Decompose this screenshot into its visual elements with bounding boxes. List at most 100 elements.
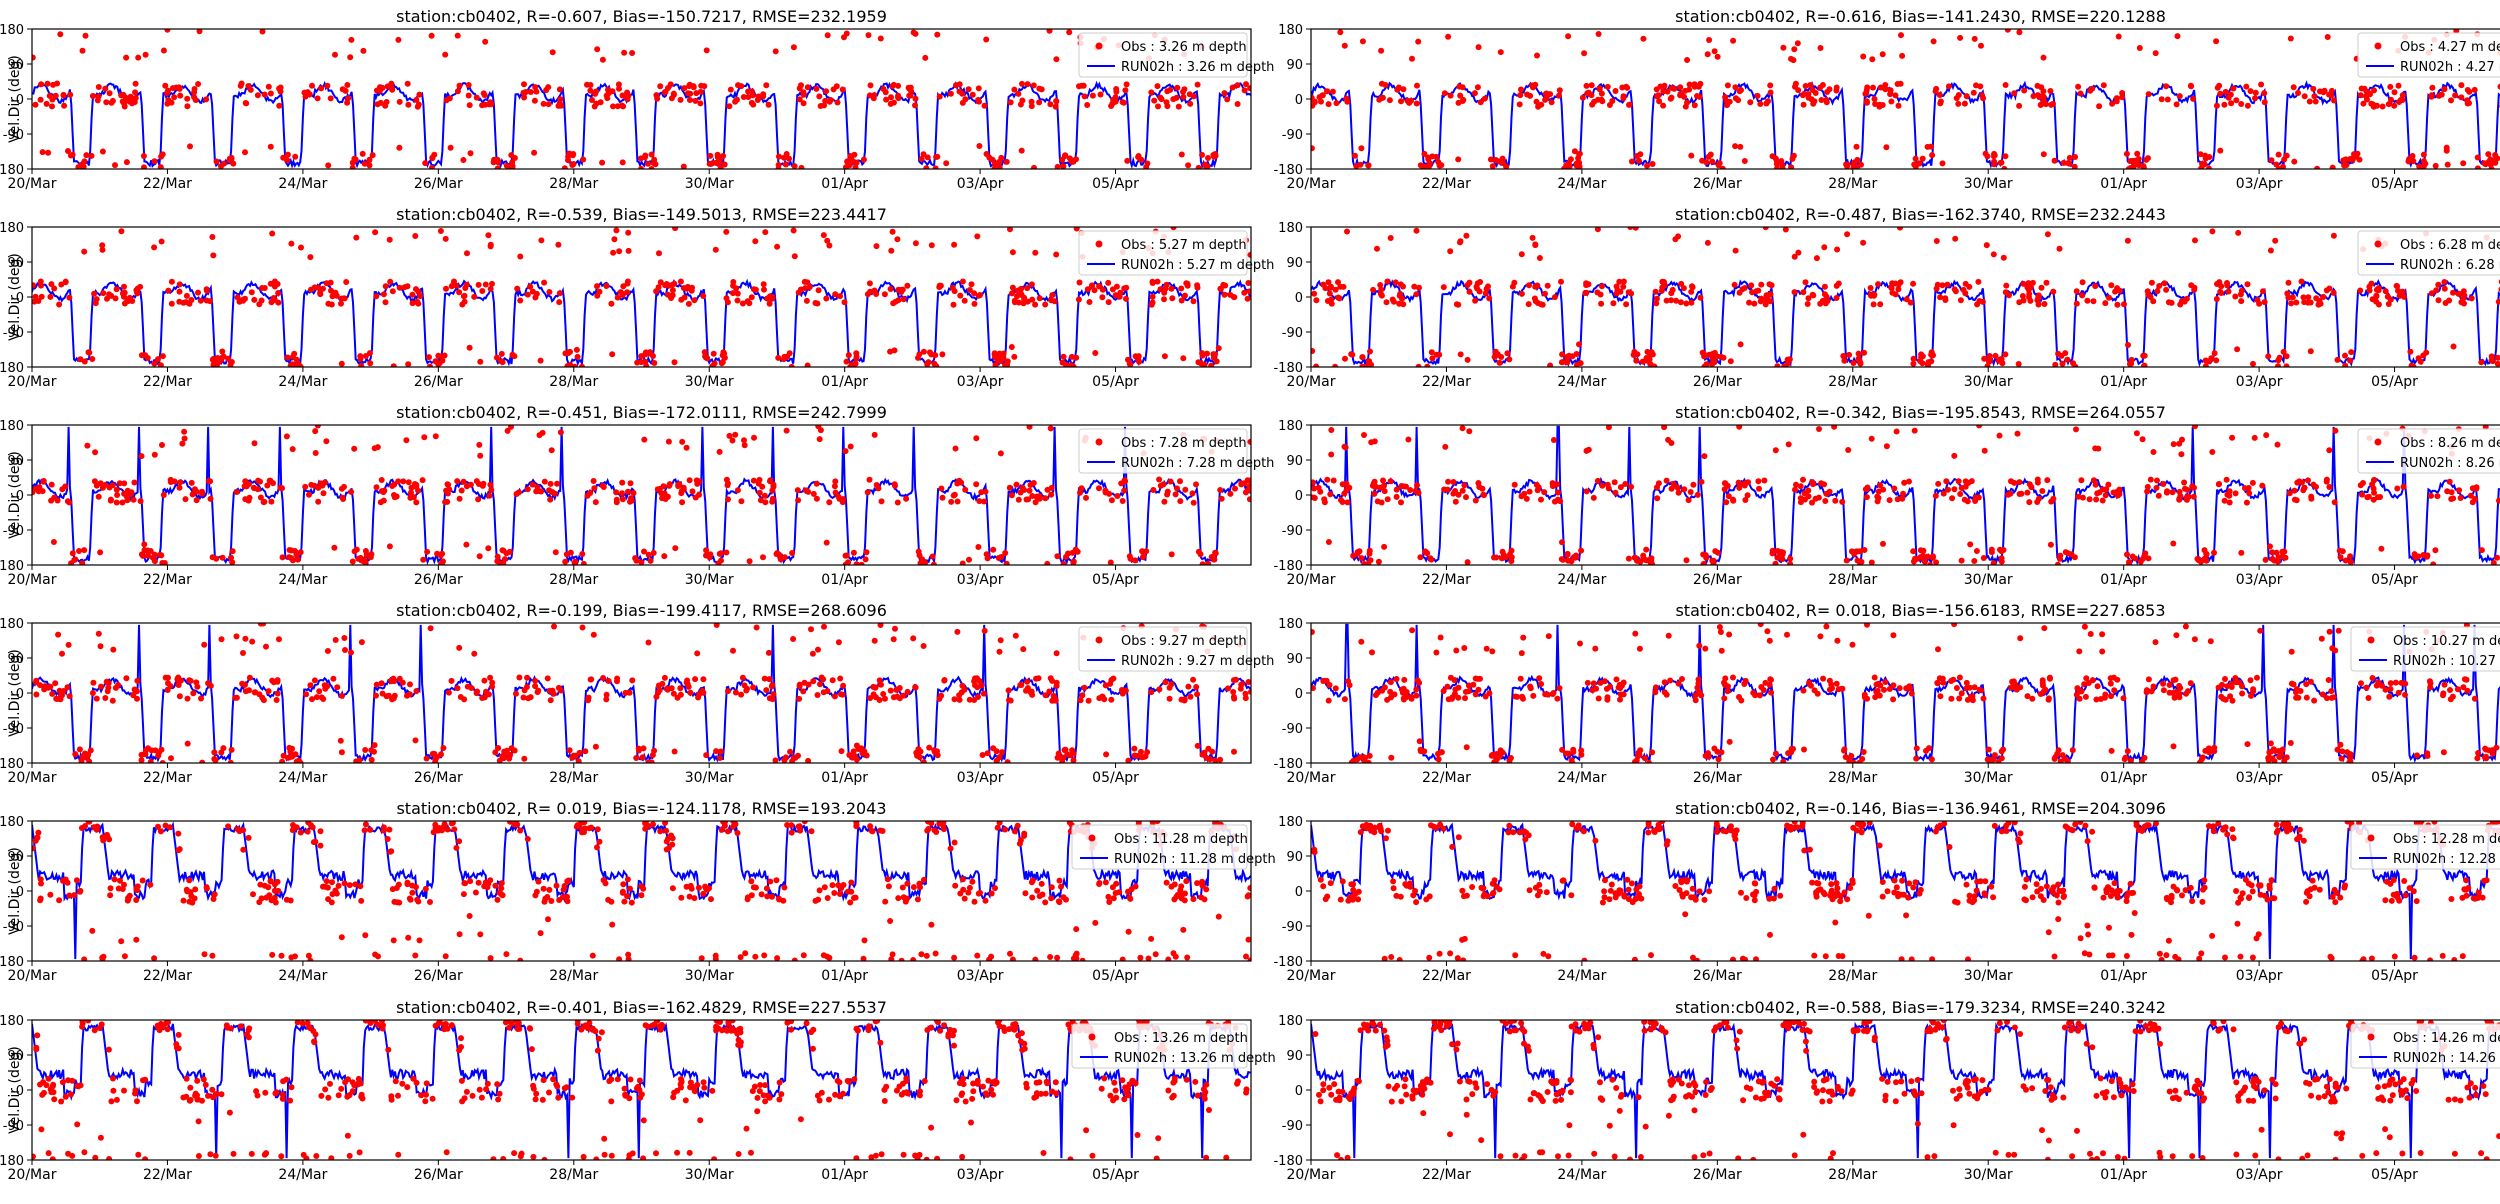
obs-point <box>951 302 957 308</box>
obs-point <box>114 500 120 506</box>
obs-point <box>1451 479 1457 485</box>
obs-point <box>339 486 345 492</box>
obs-point <box>165 288 171 294</box>
obs-point <box>1599 283 1605 289</box>
obs-point <box>206 478 212 484</box>
x-tick-label: 05/Apr <box>2371 374 2418 390</box>
obs-point <box>255 92 261 98</box>
obs-point <box>933 165 939 171</box>
obs-point <box>1048 675 1054 681</box>
obs-point <box>813 300 819 306</box>
obs-point <box>1957 675 1963 681</box>
obs-point <box>372 742 378 748</box>
obs-point <box>556 103 562 109</box>
obs-point <box>413 688 419 694</box>
obs-point <box>600 483 606 489</box>
x-tick-label: 03/Apr <box>2236 374 2283 390</box>
obs-point <box>917 552 923 558</box>
obs-point <box>846 752 852 758</box>
obs-point <box>1690 284 1696 290</box>
obs-point <box>1861 350 1867 356</box>
obs-point <box>55 632 61 638</box>
obs-point <box>825 32 831 38</box>
obs-point <box>95 97 101 103</box>
obs-point <box>565 157 571 163</box>
x-tick-label: 26/Mar <box>414 572 463 588</box>
obs-point <box>404 693 410 699</box>
obs-point <box>1417 554 1423 560</box>
obs-point <box>1550 480 1556 486</box>
obs-point <box>1309 97 1315 103</box>
obs-point <box>1737 481 1743 487</box>
obs-point <box>456 289 462 295</box>
obs-point <box>1049 292 1055 298</box>
obs-point <box>1464 744 1470 750</box>
obs-point <box>1933 86 1939 92</box>
obs-point <box>1024 497 1030 503</box>
obs-point <box>1758 684 1764 690</box>
obs-point <box>1037 295 1043 301</box>
obs-point <box>525 292 531 298</box>
obs-point <box>890 229 896 235</box>
obs-point <box>481 678 487 684</box>
x-tick-label: 01/Apr <box>2100 374 2147 390</box>
obs-point <box>651 360 657 366</box>
obs-point <box>1060 163 1066 169</box>
obs-point <box>805 363 811 369</box>
obs-point <box>745 89 751 95</box>
obs-point <box>2308 494 2314 500</box>
obs-point <box>877 697 883 703</box>
obs-point <box>41 479 47 485</box>
obs-point <box>1637 646 1643 652</box>
obs-point <box>1054 553 1060 559</box>
obs-point <box>769 296 775 302</box>
obs-point <box>2164 490 2170 496</box>
obs-point <box>1235 101 1241 107</box>
obs-point <box>824 238 830 244</box>
x-tick-label: 26/Mar <box>414 176 463 192</box>
obs-point <box>1042 302 1048 308</box>
obs-point <box>1527 93 1533 99</box>
obs-point <box>521 81 527 87</box>
obs-point <box>678 895 684 901</box>
obs-point <box>1557 498 1563 504</box>
obs-point <box>1735 97 1741 103</box>
obs-point <box>1557 87 1563 93</box>
obs-point <box>183 496 189 502</box>
obs-point <box>184 103 190 109</box>
obs-point <box>769 683 775 689</box>
obs-point <box>1604 697 1610 703</box>
obs-point <box>620 291 626 297</box>
obs-point <box>817 436 823 442</box>
obs-point <box>438 228 444 234</box>
obs-point <box>846 352 852 358</box>
obs-point <box>864 753 870 759</box>
obs-point <box>694 650 700 656</box>
obs-point <box>2295 90 2301 96</box>
obs-point <box>1061 354 1067 360</box>
obs-point <box>2299 279 2305 285</box>
obs-point <box>2291 159 2297 165</box>
obs-point <box>872 432 878 438</box>
obs-point <box>546 289 552 295</box>
obs-point <box>1370 287 1376 293</box>
obs-point <box>2336 628 2342 634</box>
obs-point <box>1581 50 1587 56</box>
obs-point <box>1247 85 1253 91</box>
obs-point <box>759 484 765 490</box>
chart-panel-9: station:cb0402, R= 0.019, Bias=-124.1178… <box>0 799 1276 984</box>
obs-point <box>699 955 705 961</box>
obs-point <box>1004 159 1010 165</box>
obs-point <box>1640 36 1646 42</box>
obs-point <box>2304 695 2310 701</box>
obs-point <box>1444 684 1450 690</box>
obs-point <box>787 350 793 356</box>
obs-point <box>1053 252 1059 258</box>
obs-point <box>615 295 621 301</box>
obs-point <box>1807 82 1813 88</box>
obs-point <box>962 487 968 493</box>
y-tick-label: 0 <box>1295 687 1303 702</box>
obs-point <box>2252 95 2258 101</box>
obs-point <box>1366 358 1372 364</box>
model-series-line <box>32 427 1251 562</box>
